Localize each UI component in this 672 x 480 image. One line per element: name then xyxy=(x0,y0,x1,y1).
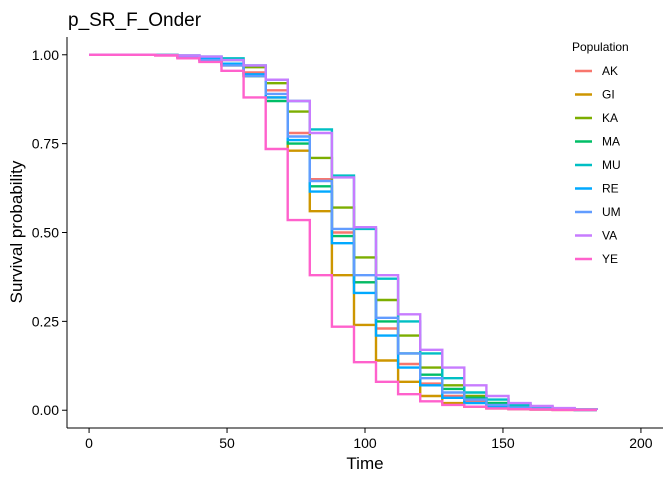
legend: Population AK GI KA MA MU RE UM VA YE xyxy=(572,40,629,266)
series-line-va xyxy=(89,53,598,411)
legend-label-um: UM xyxy=(602,205,621,219)
legend-label-va: VA xyxy=(602,229,617,243)
series-line-ak xyxy=(89,53,597,412)
y-axis-ticks: 0.00 0.25 0.50 0.75 1.00 xyxy=(32,47,67,418)
legend-label-ye: YE xyxy=(602,252,618,266)
y-tick-label: 0.00 xyxy=(32,402,59,418)
x-tick-label: 50 xyxy=(219,435,235,451)
x-axis-ticks: 0 50 100 150 200 xyxy=(85,428,653,451)
series-line-ye xyxy=(89,53,597,412)
legend-label-ak: AK xyxy=(602,64,618,78)
y-tick-label: 0.50 xyxy=(32,225,59,241)
x-tick-label: 0 xyxy=(85,435,93,451)
x-tick-label: 150 xyxy=(491,435,515,451)
legend-label-ma: MA xyxy=(602,135,620,149)
y-tick-label: 0.25 xyxy=(32,313,59,329)
x-tick-label: 200 xyxy=(629,435,653,451)
x-tick-label: 100 xyxy=(353,435,377,451)
legend-label-ka: KA xyxy=(602,111,618,125)
series-line-um xyxy=(89,53,597,412)
x-axis-title: Time xyxy=(346,454,383,473)
legend-label-mu: MU xyxy=(602,158,621,172)
y-tick-label: 1.00 xyxy=(32,47,59,63)
y-axis-title: Survival probability xyxy=(7,160,26,303)
y-tick-label: 0.75 xyxy=(32,136,59,152)
chart-title: p_SR_F_Onder xyxy=(68,10,202,31)
legend-label-re: RE xyxy=(602,182,619,196)
legend-title: Population xyxy=(572,40,629,54)
legend-label-gi: GI xyxy=(602,88,615,102)
plot-area xyxy=(89,53,598,412)
